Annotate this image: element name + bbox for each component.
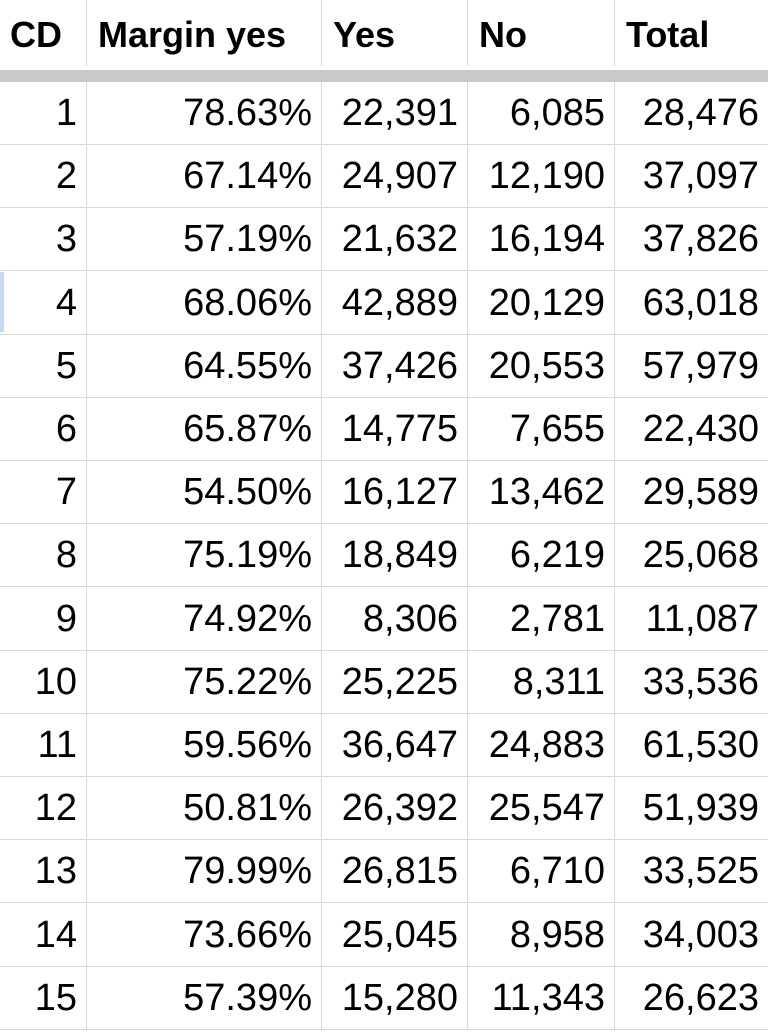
cell-total[interactable]: 22,430 bbox=[642, 408, 759, 450]
cell-margin-yes[interactable]: 54.50% bbox=[87, 461, 322, 524]
cell-total[interactable]: 37,826 bbox=[642, 218, 759, 261]
cell-no[interactable]: 24,883 bbox=[468, 714, 615, 776]
cell-cd[interactable]: 13 bbox=[0, 840, 87, 903]
cell-total[interactable]: 28,476 bbox=[642, 92, 759, 134]
cell-cd[interactable]: 1 bbox=[0, 82, 87, 144]
cell-no[interactable]: 2,781 bbox=[468, 587, 615, 650]
cell-yes[interactable]: 16,127 bbox=[322, 461, 468, 524]
cell-yes[interactable]: 26,815 bbox=[322, 840, 468, 903]
selection-marker bbox=[0, 272, 4, 332]
cell-no[interactable]: 6,710 bbox=[468, 840, 615, 903]
table-row: 7 54.50% 16,127 13,462 29,589 bbox=[0, 461, 768, 525]
table-row: 12 50.81% 26,392 25,547 51,939 bbox=[0, 777, 768, 841]
cell-margin-yes[interactable]: 59.56% bbox=[87, 714, 322, 776]
header-cell-yes[interactable]: Yes bbox=[322, 0, 468, 66]
cell-cd[interactable]: 10 bbox=[0, 650, 87, 713]
cell-margin-yes[interactable]: 57.39% bbox=[87, 966, 322, 1029]
cell-cd[interactable]: 7 bbox=[0, 461, 87, 524]
cell-yes[interactable]: 14,775 bbox=[322, 398, 468, 460]
table-row: 13 79.99% 26,815 6,710 33,525 bbox=[0, 840, 768, 904]
cell-margin-yes[interactable]: 75.19% bbox=[87, 524, 322, 587]
table-row: 8 75.19% 18,849 6,219 25,068 bbox=[0, 524, 768, 588]
table-row: 5 64.55% 37,426 20,553 57,979 bbox=[0, 334, 768, 398]
cell-total[interactable]: 63,018 bbox=[642, 281, 759, 324]
cell-yes[interactable]: 37,426 bbox=[322, 334, 468, 397]
table-row: 6 65.87% 14,775 7,655 22,430 bbox=[0, 398, 768, 461]
table-row: 2 67.14% 24,907 12,190 37,097 bbox=[0, 145, 768, 209]
cell-yes[interactable]: 22,391 bbox=[322, 82, 468, 144]
cell-cd[interactable]: 6 bbox=[0, 398, 87, 460]
cell-total[interactable]: 29,589 bbox=[642, 471, 759, 514]
cell-total[interactable]: 61,530 bbox=[642, 724, 759, 766]
cell-total[interactable]: 25,068 bbox=[642, 534, 759, 577]
cell-cd[interactable]: 15 bbox=[0, 966, 87, 1029]
header-row: CD Margin yes Yes No Total bbox=[0, 0, 768, 70]
cell-margin-yes[interactable]: 68.06% bbox=[87, 271, 322, 334]
table-row: 11 59.56% 36,647 24,883 61,530 bbox=[0, 714, 768, 777]
cell-margin-yes[interactable]: 79.99% bbox=[87, 840, 322, 903]
cell-yes[interactable]: 25,045 bbox=[322, 903, 468, 966]
cell-cd[interactable]: 2 bbox=[0, 145, 87, 208]
cell-no[interactable]: 20,553 bbox=[468, 334, 615, 397]
cell-yes[interactable]: 36,647 bbox=[322, 714, 468, 776]
cell-yes[interactable]: 18,849 bbox=[322, 524, 468, 587]
table-row: 10 75.22% 25,225 8,311 33,536 bbox=[0, 650, 768, 714]
cell-no[interactable]: 16,194 bbox=[468, 208, 615, 271]
cell-total[interactable]: 51,939 bbox=[642, 787, 759, 830]
cell-yes[interactable]: 26,392 bbox=[322, 777, 468, 840]
cell-cd[interactable]: 14 bbox=[0, 903, 87, 966]
cell-margin-yes[interactable]: 67.14% bbox=[87, 145, 322, 208]
cell-margin-yes[interactable]: 74.92% bbox=[87, 587, 322, 650]
cell-no[interactable]: 13,462 bbox=[468, 461, 615, 524]
cell-total[interactable]: 34,003 bbox=[642, 913, 759, 956]
cell-margin-yes[interactable]: 78.63% bbox=[87, 82, 322, 144]
cell-no[interactable]: 11,343 bbox=[468, 966, 615, 1029]
cell-total[interactable]: 33,525 bbox=[642, 850, 759, 893]
cell-margin-yes[interactable]: 57.19% bbox=[87, 208, 322, 271]
cell-total[interactable]: 26,623 bbox=[642, 976, 759, 1019]
cell-cd[interactable]: 9 bbox=[0, 587, 87, 650]
cell-margin-yes[interactable]: 73.66% bbox=[87, 903, 322, 966]
cell-cd[interactable]: 5 bbox=[0, 334, 87, 397]
cell-cd[interactable]: 3 bbox=[0, 208, 87, 271]
table-row: 9 74.92% 8,306 2,781 11,087 bbox=[0, 587, 768, 651]
cell-margin-yes[interactable]: 65.87% bbox=[87, 398, 322, 460]
cell-margin-yes[interactable]: 50.81% bbox=[87, 777, 322, 840]
cell-margin-yes[interactable]: 64.55% bbox=[87, 334, 322, 397]
cell-no[interactable]: 6,219 bbox=[468, 524, 615, 587]
table-row: 1 78.63% 22,391 6,085 28,476 bbox=[0, 82, 768, 145]
cell-no[interactable]: 20,129 bbox=[468, 271, 615, 334]
header-cell-margin-yes[interactable]: Margin yes bbox=[87, 0, 322, 66]
frozen-rows-divider[interactable] bbox=[0, 70, 768, 82]
cell-yes[interactable]: 15,280 bbox=[322, 966, 468, 1029]
cell-yes[interactable]: 42,889 bbox=[322, 271, 468, 334]
cell-margin-yes[interactable]: 75.22% bbox=[87, 650, 322, 713]
cell-no[interactable]: 25,547 bbox=[468, 777, 615, 840]
cell-yes[interactable]: 8,306 bbox=[322, 587, 468, 650]
table-row: 4 68.06% 42,889 20,129 63,018 bbox=[0, 271, 768, 335]
cell-yes[interactable]: 21,632 bbox=[322, 208, 468, 271]
cell-no[interactable]: 6,085 bbox=[468, 82, 615, 144]
cell-yes[interactable]: 25,225 bbox=[322, 650, 468, 713]
table-row: 14 73.66% 25,045 8,958 34,003 bbox=[0, 903, 768, 967]
cell-no[interactable]: 8,311 bbox=[468, 650, 615, 713]
cell-total[interactable]: 11,087 bbox=[645, 597, 759, 640]
cell-no[interactable]: 8,958 bbox=[468, 903, 615, 966]
cell-yes[interactable]: 24,907 bbox=[322, 145, 468, 208]
cell-total[interactable]: 37,097 bbox=[642, 155, 759, 198]
table-row: 15 57.39% 15,280 11,343 26,623 bbox=[0, 966, 768, 1030]
cell-cd[interactable]: 11 bbox=[0, 714, 87, 776]
cell-total[interactable]: 33,536 bbox=[642, 660, 759, 703]
header-cell-no[interactable]: No bbox=[468, 0, 615, 66]
table-row: 3 57.19% 21,632 16,194 37,826 bbox=[0, 208, 768, 272]
cell-no[interactable]: 7,655 bbox=[468, 398, 615, 460]
header-cell-cd[interactable]: CD bbox=[0, 0, 87, 66]
header-cell-total[interactable]: Total bbox=[626, 14, 710, 55]
cell-cd[interactable]: 8 bbox=[0, 524, 87, 587]
cell-total[interactable]: 57,979 bbox=[642, 344, 759, 387]
cell-cd[interactable]: 12 bbox=[0, 777, 87, 840]
cell-no[interactable]: 12,190 bbox=[468, 145, 615, 208]
cell-cd[interactable]: 4 bbox=[0, 271, 87, 334]
